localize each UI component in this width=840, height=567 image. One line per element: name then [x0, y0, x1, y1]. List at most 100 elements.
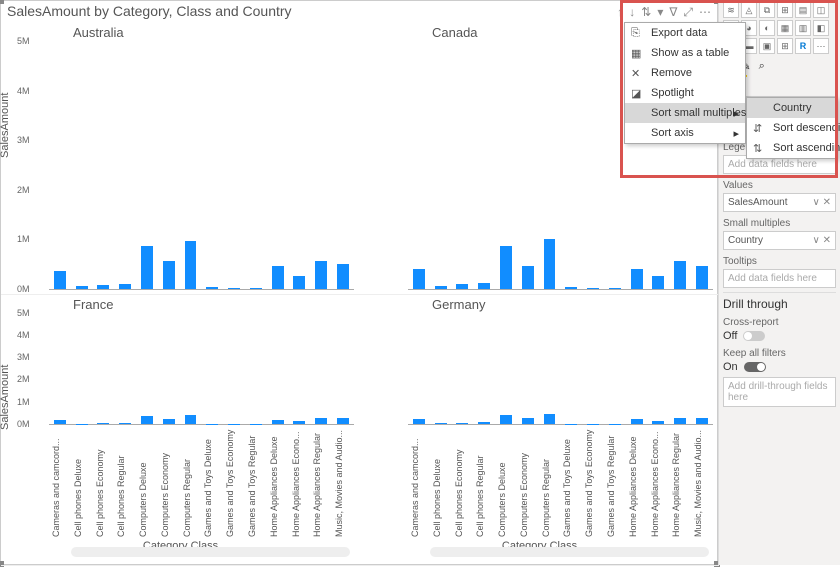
- panel-title: Canada: [432, 25, 478, 40]
- visual-header-icon[interactable]: ⤢: [683, 5, 693, 20]
- values-field-salesamount[interactable]: SalesAmount∨ ✕: [723, 193, 836, 212]
- bar[interactable]: [163, 261, 175, 288]
- tooltips-section-label: Tooltips: [723, 256, 836, 267]
- menu-label: Country: [773, 102, 812, 114]
- bar[interactable]: [54, 271, 66, 288]
- drill-through-field-well[interactable]: Add drill-through fields here: [723, 377, 836, 407]
- viz-gallery-row: ≋◬⧉⊞▤◫: [723, 2, 836, 18]
- bar[interactable]: [435, 286, 447, 288]
- viz-icon[interactable]: ▤: [795, 2, 811, 18]
- viz-icon[interactable]: ≋: [723, 2, 739, 18]
- bar[interactable]: [141, 246, 153, 288]
- menu-icon: ◪: [631, 87, 641, 100]
- small-multiples-section-label: Small multiples: [723, 218, 836, 229]
- bar[interactable]: [315, 261, 327, 288]
- visual-header-icon[interactable]: ⇅: [641, 5, 651, 20]
- menu-icon: ⇵: [753, 122, 762, 135]
- x-scrollbar[interactable]: [430, 547, 709, 557]
- y-tick: 2M: [17, 374, 30, 384]
- visual-header-icons: ↑ ↓ ⇅ ▾ ∇ ⤢ ⋯: [617, 5, 711, 20]
- bar[interactable]: [119, 284, 131, 289]
- viz-icon[interactable]: ◬: [741, 2, 757, 18]
- bar[interactable]: [631, 269, 643, 289]
- panel-france: FranceSalesAmount0M1M2M3M4M5MCameras and…: [1, 295, 360, 567]
- sort-small-multiples-submenu: Country ⇵Sort descending⇅Sort ascending: [746, 97, 838, 159]
- bar[interactable]: [609, 288, 621, 289]
- bar[interactable]: [587, 288, 599, 289]
- menu-item-show-as-a-table[interactable]: ▦Show as a table: [625, 43, 745, 63]
- y-tick: 1M: [17, 397, 30, 407]
- bar[interactable]: [76, 286, 88, 288]
- x-tick: Computers Regular: [541, 417, 551, 537]
- menu-item-country[interactable]: Country: [747, 98, 837, 118]
- x-tick: Cell phones Economy: [95, 417, 105, 537]
- bar[interactable]: [565, 287, 577, 288]
- viz-icon[interactable]: ⧉: [759, 2, 775, 18]
- viz-icon[interactable]: ▣: [759, 38, 775, 54]
- y-tick: 3M: [17, 352, 30, 362]
- menu-item-spotlight[interactable]: ◪ Spotlight: [625, 83, 745, 103]
- small-multiples-field-country[interactable]: Country∨ ✕: [723, 231, 836, 250]
- menu-icon: ⇅: [753, 142, 762, 155]
- menu-icon: ✕: [631, 67, 640, 80]
- viz-icon[interactable]: ⋯: [813, 38, 829, 54]
- bar[interactable]: [544, 239, 556, 289]
- viz-icon[interactable]: ◐: [759, 20, 775, 36]
- x-tick: Home Appliances Deluxe: [628, 417, 638, 537]
- menu-item-sort-small-multiples[interactable]: Sort small multiples▸: [625, 103, 745, 123]
- bar[interactable]: [272, 266, 284, 288]
- visual-header-icon[interactable]: ↑: [617, 5, 623, 20]
- bar[interactable]: [413, 269, 425, 289]
- menu-label: Spotlight: [651, 87, 694, 99]
- y-tick: 1M: [17, 234, 30, 244]
- menu-item-export-data[interactable]: ⎘Export data: [625, 23, 745, 43]
- plot-area: 0M1M2M3M4M5M: [49, 313, 354, 426]
- bar[interactable]: [250, 288, 262, 289]
- keep-filters-label: Keep all filters: [723, 348, 836, 359]
- cross-report-toggle[interactable]: Off: [723, 330, 836, 342]
- bar[interactable]: [652, 276, 664, 288]
- menu-item-sort-ascending[interactable]: ⇅Sort ascending: [747, 138, 837, 158]
- menu-item-sort-axis[interactable]: Sort axis▸: [625, 123, 745, 143]
- viz-icon[interactable]: ◫: [813, 2, 829, 18]
- x-tick: Music, Movies and Audio...: [334, 417, 344, 537]
- bar[interactable]: [696, 266, 708, 288]
- viz-icon[interactable]: ▦: [777, 20, 793, 36]
- panel-title: Germany: [432, 297, 485, 312]
- bar[interactable]: [674, 261, 686, 288]
- bar[interactable]: [97, 285, 109, 289]
- x-tick: Home Appliances Econo...: [291, 417, 301, 537]
- panel-title: Australia: [73, 25, 124, 40]
- viz-icon[interactable]: ⊞: [777, 38, 793, 54]
- tooltips-field-well[interactable]: Add data fields here: [723, 269, 836, 288]
- bar[interactable]: [228, 288, 240, 289]
- bar[interactable]: [500, 246, 512, 288]
- x-tick: Home Appliances Econo...: [650, 417, 660, 537]
- menu-item-sort-descending[interactable]: ⇵Sort descending: [747, 118, 837, 138]
- plot-area: 0M1M2M3M4M5M: [49, 41, 354, 290]
- bar[interactable]: [206, 287, 218, 288]
- bar[interactable]: [185, 241, 197, 288]
- viz-icon[interactable]: ▥: [795, 20, 811, 36]
- bar[interactable]: [478, 283, 490, 289]
- menu-item-remove[interactable]: ✕Remove: [625, 63, 745, 83]
- bar[interactable]: [293, 276, 305, 288]
- y-tick: 0M: [17, 419, 30, 429]
- viz-icon[interactable]: ◧: [813, 20, 829, 36]
- analytics-tab-icon[interactable]: ⌕: [759, 60, 765, 73]
- x-tick: Cell phones Deluxe: [432, 417, 442, 537]
- visual-header-icon[interactable]: ∇: [669, 5, 677, 20]
- bar[interactable]: [522, 266, 534, 288]
- visual-header-icon[interactable]: ↓: [629, 5, 635, 20]
- viz-icon[interactable]: R: [795, 38, 811, 54]
- viz-icon[interactable]: ⊞: [777, 2, 793, 18]
- x-tick: Games and Toys Economy: [584, 417, 594, 537]
- panel-title: France: [73, 297, 113, 312]
- bar[interactable]: [456, 284, 468, 288]
- keep-filters-toggle[interactable]: On: [723, 361, 836, 373]
- x-scrollbar[interactable]: [71, 547, 350, 557]
- visual-header-icon[interactable]: ⋯: [699, 5, 711, 20]
- visual-header-icon[interactable]: ▾: [657, 5, 663, 20]
- bar[interactable]: [337, 264, 349, 289]
- menu-label: Show as a table: [651, 47, 729, 59]
